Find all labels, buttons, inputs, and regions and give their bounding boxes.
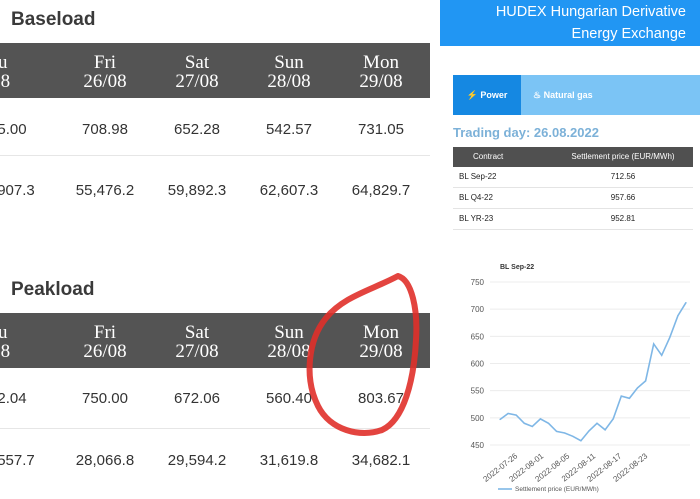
data-point — [547, 422, 550, 424]
price-chart-svg: BL Sep-224505005506006507007502022-07-26… — [471, 264, 690, 493]
day-header-mon: Mon 29/08 — [359, 52, 403, 92]
row-divider — [0, 428, 430, 429]
data-point — [645, 380, 647, 382]
market-tabs: ⚡ Power ♨ Natural gas — [453, 75, 700, 115]
price-chart: BL Sep-22 450 500 550 600 650 700 750 2022-07-26… — [450, 250, 700, 494]
day-header-mon: Mon 29/08 — [359, 322, 403, 362]
y-tick-label: 650 — [471, 332, 485, 341]
data-point — [661, 354, 663, 356]
header-settlement-price: Settlement price (EUR/MWh) — [571, 152, 675, 161]
data-point — [564, 432, 566, 434]
price-cell: 5.00 — [0, 121, 27, 138]
price-cell: 750.00 — [82, 390, 128, 407]
price-cell: 731.05 — [358, 121, 404, 138]
price-cell: 2.04 — [0, 390, 27, 407]
data-point — [628, 397, 630, 399]
hudex-banner: HUDEX Hungarian Derivative Energy Exchan… — [440, 0, 700, 46]
table-row: BL Sep-22 712.56 — [453, 167, 693, 188]
data-point — [531, 425, 533, 428]
data-point — [507, 412, 509, 415]
tab-natural-gas[interactable]: ♨ Natural gas — [533, 90, 593, 100]
contract-cell: BL Sep-22 — [459, 172, 497, 181]
volume-cell: 62,607.3 — [259, 182, 319, 199]
day-header-fri: Fri 26/08 — [83, 322, 127, 362]
y-tick-label: 450 — [471, 441, 485, 450]
baseload-title: Baseload — [11, 9, 96, 30]
data-point — [523, 422, 525, 424]
hudex-panel: HUDEX Hungarian Derivative Energy Exchan… — [440, 0, 700, 494]
data-point — [515, 414, 517, 416]
day-header-thu: hu/08 — [0, 322, 11, 362]
data-point — [596, 422, 598, 424]
price-cell: 708.98 — [82, 121, 128, 138]
header-contract: Contract — [473, 152, 504, 161]
volume-cell: 59,892.3 — [167, 182, 227, 199]
data-point — [669, 336, 671, 338]
data-point — [499, 418, 501, 421]
contract-cell: BL Q4-22 — [459, 193, 493, 202]
price-cell: 803.67 — [358, 390, 404, 407]
volume-cell: 557.7 — [0, 452, 35, 469]
volume-cell: 28,066.8 — [75, 452, 135, 469]
price-cell: 957.66 — [610, 193, 636, 202]
volume-cell: 34,682.1 — [351, 452, 411, 469]
banner-line-1: HUDEX Hungarian Derivative — [495, 4, 686, 20]
data-point — [588, 430, 590, 432]
day-header-sun: Sun 28/08 — [267, 52, 311, 92]
flame-icon: ♨ — [533, 90, 542, 100]
y-tick-label: 750 — [471, 278, 485, 287]
row-divider — [0, 155, 430, 156]
contract-cell: BL YR-23 — [459, 214, 494, 223]
series-line — [499, 302, 687, 442]
volume-cell: 64,829.7 — [351, 182, 411, 199]
data-point — [685, 302, 687, 304]
price-cell: 712.56 — [610, 172, 636, 181]
table-row: BL Q4-22 957.66 — [453, 188, 693, 209]
price-cell: 560.40 — [266, 390, 312, 407]
volume-cell: 29,594.2 — [167, 452, 227, 469]
data-point — [677, 315, 679, 317]
day-header-sat: Sat 27/08 — [175, 52, 219, 92]
y-tick-label: 700 — [471, 305, 485, 314]
data-point — [636, 387, 639, 389]
data-point — [604, 429, 606, 431]
volume-cell: 31,619.8 — [259, 452, 319, 469]
table-header: Contract Settlement price (EUR/MWh) — [453, 147, 693, 167]
table-row: BL YR-23 952.81 — [453, 209, 693, 230]
legend-label: Settlement price (EUR/MWh) — [515, 486, 599, 493]
chart-title: BL Sep-22 — [500, 264, 534, 271]
price-cell: 672.06 — [174, 390, 220, 407]
y-tick-label: 550 — [471, 387, 485, 396]
banner-line-2: Energy Exchange — [571, 26, 686, 42]
day-header-sat: Sat 27/08 — [175, 322, 219, 362]
y-tick-label: 500 — [471, 414, 485, 423]
volume-cell: 907.3 — [0, 182, 35, 199]
day-header-thu: hu/08 — [0, 52, 11, 92]
price-cell: 542.57 — [266, 121, 312, 138]
peakload-title: Peakload — [11, 279, 95, 300]
trading-day-label: Trading day: 26.08.2022 — [453, 125, 599, 140]
data-point — [539, 418, 541, 420]
data-point — [620, 395, 622, 397]
tab-power[interactable]: ⚡ Power — [453, 75, 521, 115]
data-point — [653, 343, 655, 345]
data-point — [572, 435, 574, 437]
volume-cell: 55,476.2 — [75, 182, 135, 199]
data-point — [612, 418, 614, 420]
data-point — [556, 430, 558, 432]
data-point — [580, 440, 582, 442]
day-header-sun: Sun 28/08 — [267, 322, 311, 362]
price-cell: 952.81 — [610, 214, 636, 223]
day-header-fri: Fri 26/08 — [83, 52, 127, 92]
bolt-icon: ⚡ — [466, 90, 478, 100]
y-tick-label: 600 — [471, 360, 485, 369]
settlement-table: Contract Settlement price (EUR/MWh) BL S… — [453, 147, 693, 230]
price-cell: 652.28 — [174, 121, 220, 138]
